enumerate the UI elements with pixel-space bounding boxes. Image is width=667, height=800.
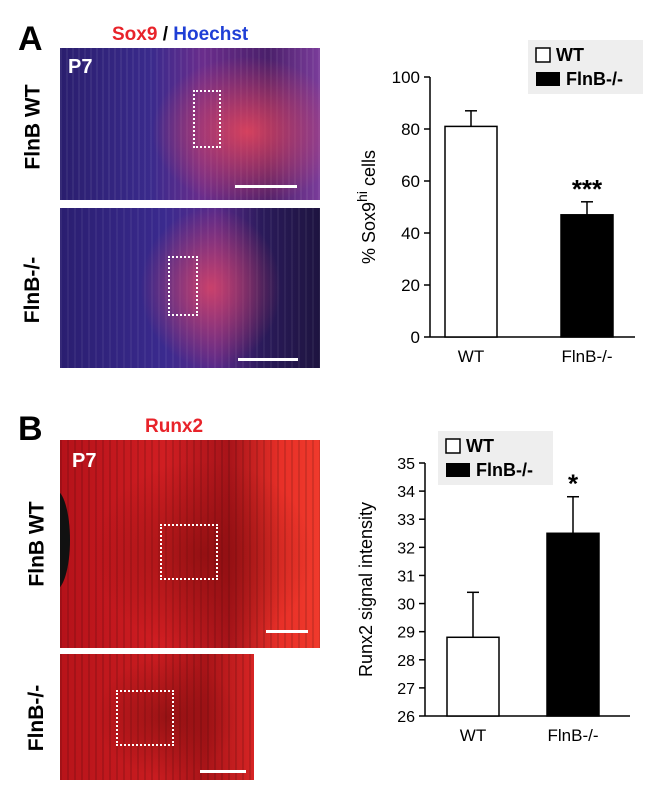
region-of-interest-box: [116, 690, 174, 746]
runx2-chart-legend-label: WT: [466, 436, 494, 456]
sox9-chart-legend-label: WT: [556, 45, 584, 65]
sox9-chart-y-tick-label: 60: [401, 172, 420, 191]
dark-left-edge: [60, 490, 70, 590]
runx2-chart-y-tick-label: 27: [397, 681, 415, 698]
runx2-chart-category-label: FlnB-/-: [548, 726, 599, 745]
sox9-chart-legend-swatch-wt: [535, 47, 551, 63]
timepoint-label: P7: [68, 56, 93, 78]
region-of-interest-box: [160, 524, 218, 580]
sox9-chart-significance-stars: ***: [572, 174, 603, 204]
sox9-chart-category-label: FlnB-/-: [562, 347, 613, 366]
sox9-chart-legend-swatch-ko: [536, 72, 560, 86]
genotype-label-wt: FlnB WT: [25, 501, 49, 587]
scale-bar: [200, 770, 246, 773]
timepoint-label: P7: [72, 450, 97, 472]
runx2-chart-bar-ko: [546, 532, 600, 717]
runx2-chart-legend-swatch-wt: [445, 438, 461, 454]
runx2-chart-bar-wt: [446, 636, 500, 717]
panel-b-stain-title: Runx2: [145, 416, 204, 437]
sox9-chart-legend-label: FlnB-/-: [566, 69, 623, 89]
runx2-chart-y-axis-label: Runx2 signal intensity: [356, 502, 376, 677]
sox9-chart-y-tick-label: 0: [411, 328, 420, 347]
sox9-chart-bar-wt: [444, 125, 498, 338]
genotype-label-ko: FlnB-/-: [21, 256, 45, 324]
sox9-micrograph-wt: P7: [60, 48, 320, 200]
runx2-chart-y-tick-label: 29: [397, 625, 415, 642]
genotype-label-wt: FlnB WT: [21, 84, 45, 170]
sox9-chart-bar-ko: [560, 214, 614, 338]
genotype-label-ko: FlnB-/-: [25, 684, 49, 752]
scale-bar: [266, 630, 308, 633]
runx2-bar-chart: 26 27 28 29 30 31 32 33 34 35 WT * FlnB-/- Runx2 sign…: [356, 431, 630, 745]
region-of-interest-box: [193, 90, 221, 148]
runx2-chart-y-tick-label: 31: [397, 568, 415, 585]
runx2-chart-y-tick-label: 30: [397, 597, 415, 614]
runx2-chart-y-tick-label: 26: [397, 709, 415, 726]
sox9-chart-y-tick-label: 80: [401, 120, 420, 139]
runx2-micrograph-ko: [60, 654, 254, 780]
runx2-chart-significance-stars: *: [568, 469, 579, 499]
scale-bar: [238, 358, 298, 361]
runx2-chart-legend-label: FlnB-/-: [476, 460, 533, 480]
region-of-interest-box: [168, 256, 198, 316]
sox9-chart-y-tick-label: 40: [401, 224, 420, 243]
runx2-chart-y-tick-label: 35: [397, 456, 415, 473]
sox9-chart-y-tick-label: 20: [401, 276, 420, 295]
runx2-chart-y-tick-label: 33: [397, 512, 415, 529]
sox9-chart-y-axis-label: % Sox9hi cells: [354, 150, 379, 264]
runx2-chart-y-tick-label: 28: [397, 653, 415, 670]
panel-a-letter: A: [18, 20, 43, 58]
sox9-micrograph-ko: [60, 208, 320, 368]
hoechst-label: Hoechst: [173, 24, 249, 45]
sox9-label: Sox9: [112, 24, 158, 45]
panel-a-stain-title: Sox9 / Hoechst: [112, 24, 248, 46]
sox9-chart-category-label: WT: [458, 347, 484, 366]
runx2-micrograph-wt: P7: [60, 440, 320, 648]
scale-bar: [235, 185, 297, 188]
runx2-chart-y-tick-label: 32: [397, 540, 415, 557]
runx2-chart-y-tick-label: 34: [397, 484, 415, 501]
stain-separator: /: [157, 24, 174, 45]
runx2-chart-legend-swatch-ko: [446, 463, 470, 477]
runx2-chart-category-label: WT: [460, 726, 486, 745]
panel-b-letter: B: [18, 410, 43, 448]
sox9-chart-y-tick-label: 100: [392, 68, 420, 87]
sox9-bar-chart: 0 20 40 60 80 100 WT *** FlnB-/- % Sox9hi cells WT…: [354, 40, 643, 366]
